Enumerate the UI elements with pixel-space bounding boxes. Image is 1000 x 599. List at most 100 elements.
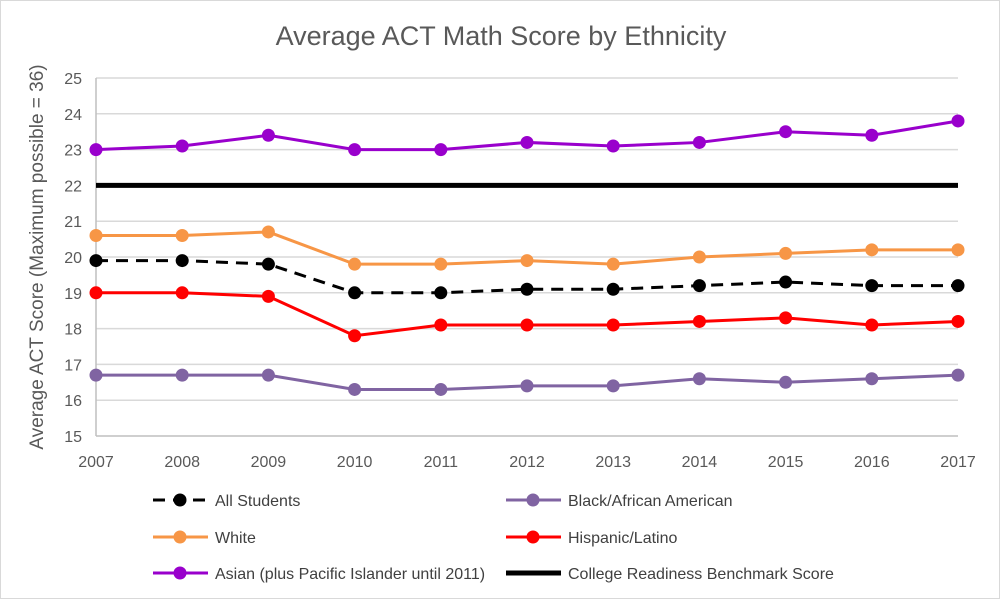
legend-item: Black/African American [506, 493, 733, 510]
legend-marker [173, 530, 187, 544]
data-point [692, 314, 706, 328]
data-point [175, 286, 189, 300]
data-point [865, 372, 879, 386]
data-point [520, 318, 534, 332]
legend-item: Hispanic/Latino [506, 530, 678, 547]
data-point [951, 114, 965, 128]
data-point [261, 368, 275, 382]
data-point [520, 254, 534, 268]
legend-item: All Students [153, 493, 300, 510]
x-tick-label: 2010 [337, 454, 373, 471]
data-point [779, 311, 793, 325]
data-point [348, 329, 362, 343]
data-point [520, 379, 534, 393]
legend-label: Hispanic/Latino [568, 530, 678, 547]
y-tick-label: 17 [64, 357, 82, 374]
data-point [606, 379, 620, 393]
data-point [434, 318, 448, 332]
data-point [89, 143, 103, 157]
series-line [96, 259, 958, 295]
data-point [434, 286, 448, 300]
x-tick-label: 2015 [768, 454, 804, 471]
legend-marker [173, 493, 187, 507]
data-point [175, 368, 189, 382]
data-point [348, 382, 362, 396]
series-white [89, 225, 965, 271]
y-tick-label: 24 [64, 107, 82, 124]
legend-marker [526, 493, 540, 507]
data-point [261, 289, 275, 303]
data-point [348, 143, 362, 157]
data-point [692, 372, 706, 386]
data-point [865, 318, 879, 332]
data-point [348, 286, 362, 300]
legend-label: All Students [215, 493, 300, 510]
series-black-african-american [89, 368, 965, 396]
data-point [520, 135, 534, 149]
data-point [692, 135, 706, 149]
data-point [606, 139, 620, 153]
legend-item: Asian (plus Pacific Islander until 2011) [153, 566, 485, 583]
y-tick-label: 21 [64, 214, 82, 231]
data-point [951, 279, 965, 293]
data-point [434, 257, 448, 271]
data-point [434, 382, 448, 396]
legend-item: College Readiness Benchmark Score [506, 566, 834, 583]
data-point [779, 275, 793, 289]
data-point [865, 243, 879, 257]
y-tick-label: 15 [64, 429, 82, 446]
data-point [261, 128, 275, 142]
legend-label: Black/African American [568, 493, 733, 510]
y-tick-label: 16 [64, 393, 82, 410]
data-point [175, 229, 189, 243]
series-all-students [89, 254, 965, 300]
data-point [865, 279, 879, 293]
data-point [89, 368, 103, 382]
data-point [779, 246, 793, 260]
data-point [175, 254, 189, 268]
x-tick-label: 2017 [940, 454, 976, 471]
y-tick-label: 23 [64, 143, 82, 160]
y-tick-label: 18 [64, 322, 82, 339]
data-point [348, 257, 362, 271]
data-point [89, 229, 103, 243]
data-point [520, 282, 534, 296]
x-tick-label: 2009 [251, 454, 287, 471]
data-point [779, 375, 793, 389]
x-tick-label: 2012 [509, 454, 545, 471]
legend-label: Asian (plus Pacific Islander until 2011) [215, 566, 485, 583]
y-tick-label: 25 [64, 71, 82, 88]
y-tick-label: 20 [64, 250, 82, 267]
data-point [865, 128, 879, 142]
data-point [951, 314, 965, 328]
data-point [779, 125, 793, 139]
x-tick-label: 2007 [78, 454, 114, 471]
data-point [606, 257, 620, 271]
series-hispanic-latino [89, 286, 965, 343]
data-point [951, 368, 965, 382]
data-point [175, 139, 189, 153]
legend-label: White [215, 530, 256, 547]
x-tick-label: 2013 [595, 454, 631, 471]
legend-marker [173, 566, 187, 580]
data-point [89, 286, 103, 300]
x-tick-label: 2008 [164, 454, 200, 471]
data-point [261, 257, 275, 271]
legend-item: White [153, 530, 256, 547]
data-point [606, 318, 620, 332]
chart-title: Average ACT Math Score by Ethnicity [276, 21, 727, 51]
data-point [951, 243, 965, 257]
legend-marker [526, 530, 540, 544]
data-point [692, 279, 706, 293]
data-point [261, 225, 275, 239]
data-point [606, 282, 620, 296]
x-tick-label: 2014 [682, 454, 718, 471]
data-point [89, 254, 103, 268]
series-asian-plus-pacific-islander-until-2011- [89, 114, 965, 157]
y-axis-label: Average ACT Score (Maximum possible = 36… [27, 64, 48, 449]
data-point [692, 250, 706, 264]
y-tick-label: 22 [64, 178, 82, 195]
legend-label: College Readiness Benchmark Score [568, 566, 834, 583]
